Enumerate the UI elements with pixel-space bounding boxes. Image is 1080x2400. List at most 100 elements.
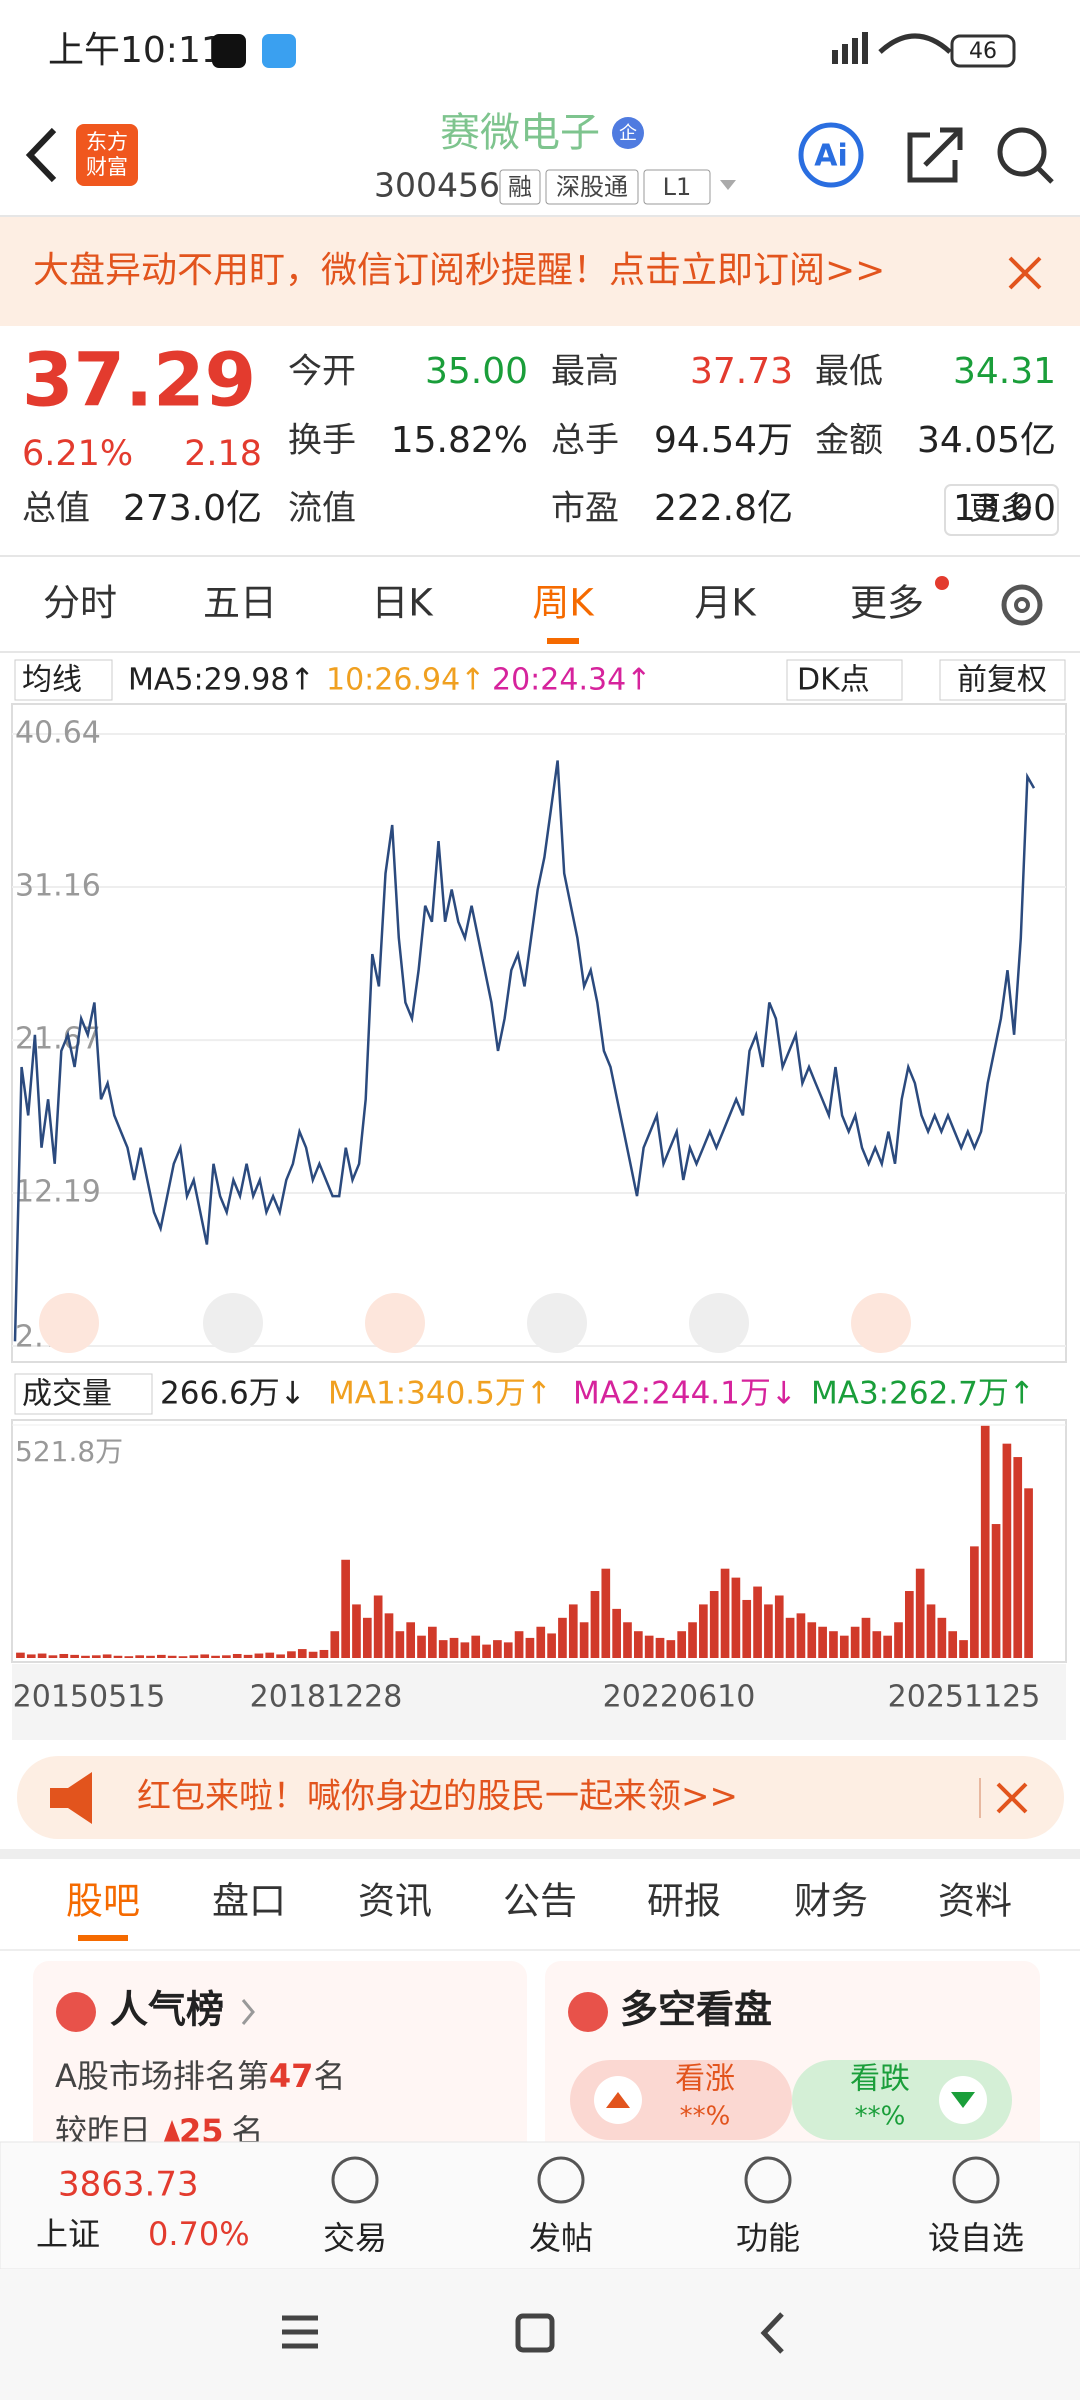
bull-value: **% (680, 2102, 731, 2132)
field-value: 34.31 (953, 351, 1056, 392)
close-button[interactable] (1008, 256, 1042, 290)
price: 37.29 (22, 338, 256, 424)
volume-bar (601, 1568, 611, 1658)
nav-icon (537, 2156, 585, 2204)
signal-icon (832, 32, 868, 64)
field-value: 94.54万 (654, 420, 793, 461)
nav-label[interactable]: 交易 (323, 2219, 387, 2257)
chart-control[interactable] (689, 1293, 749, 1353)
field-value: 35.00 (425, 351, 528, 392)
section-tab[interactable]: 股吧 (66, 1880, 140, 1923)
field-label: 总值 (22, 489, 90, 529)
change-pct: 6.21% (22, 434, 133, 474)
field-value: 222.8亿 (654, 488, 793, 529)
period-tab[interactable]: 日K (371, 582, 434, 625)
volume-bar (471, 1635, 481, 1658)
dk-text: DK点 (797, 663, 870, 698)
share-button[interactable] (907, 127, 963, 183)
logo-text: 财富 (86, 155, 128, 179)
period-tab[interactable]: 五日 (203, 582, 277, 625)
section-tab[interactable]: 资讯 (358, 1880, 432, 1923)
rank-suffix: 名 (313, 2057, 345, 2095)
section-tab[interactable]: 研报 (647, 1880, 721, 1923)
volume-bar (81, 1655, 90, 1658)
nav-icon (744, 2156, 792, 2204)
home-button[interactable] (515, 2313, 555, 2353)
ma-selector[interactable] (14, 659, 113, 701)
y-tick-label: 12.19 (15, 1175, 101, 1210)
close-button[interactable] (996, 1782, 1028, 1814)
volume-bar (59, 1653, 69, 1658)
volume-bar (525, 1637, 535, 1658)
volume-bar (948, 1631, 958, 1658)
period-tab[interactable]: 更多 (850, 582, 924, 625)
section-tab[interactable]: 盘口 (212, 1880, 286, 1923)
volume-bar (135, 1655, 145, 1658)
nav-label[interactable]: 发帖 (529, 2219, 593, 2257)
volume-bar (124, 1656, 134, 1658)
field-label: 总手 (551, 421, 619, 461)
back-button[interactable] (25, 127, 57, 183)
chart-control[interactable] (203, 1293, 263, 1353)
bull-arrow (606, 2092, 630, 2108)
section-tab[interactable]: 资料 (938, 1880, 1012, 1923)
battery-level: 46 (969, 39, 997, 64)
search-button[interactable] (997, 127, 1047, 177)
megaphone-icon (50, 1772, 92, 1824)
dk-button[interactable] (786, 659, 903, 701)
volume-bar (839, 1635, 849, 1658)
menu-button[interactable] (282, 2315, 318, 2349)
nav-label[interactable]: 设自选 (928, 2219, 1024, 2257)
volume-selector[interactable] (14, 1373, 153, 1415)
volume-bar (352, 1604, 361, 1658)
field-label: 今开 (288, 352, 356, 392)
system-nav (0, 2269, 1080, 2400)
section-tab[interactable]: 公告 (503, 1880, 577, 1923)
dropdown-arrow (720, 180, 736, 190)
banner[interactable] (0, 217, 1080, 326)
volume-bar (904, 1591, 914, 1658)
back-nav-button[interactable] (760, 2312, 784, 2354)
volume-bar (623, 1622, 632, 1658)
volume-bar (428, 1626, 437, 1658)
field-value: 273.0亿 (123, 488, 262, 529)
volume-bar (276, 1654, 285, 1658)
section-tab[interactable]: 财务 (794, 1880, 868, 1923)
chart-control[interactable] (365, 1293, 425, 1353)
popularity-card[interactable] (33, 1961, 527, 2161)
rank-prefix: A股市场排名第 (55, 2057, 269, 2095)
promo-banner[interactable] (17, 1756, 1064, 1839)
more-button[interactable] (944, 484, 1059, 536)
rank-value: 47 (269, 2057, 314, 2095)
chart-control[interactable] (527, 1293, 587, 1353)
y-tick-label: 521.8万 (15, 1435, 123, 1468)
bear-label: 看跌 (850, 2062, 910, 2097)
chart-control[interactable] (851, 1293, 911, 1353)
tag (545, 169, 639, 205)
volume-bar (829, 1631, 838, 1658)
settings-button[interactable] (1001, 584, 1043, 626)
nav-label[interactable]: 功能 (736, 2219, 800, 2257)
adjust-button[interactable] (939, 659, 1066, 701)
period-tab[interactable]: 分时 (43, 582, 117, 625)
volume-bar (113, 1655, 123, 1658)
volume-ma-value: MA3:262.7万↑ (811, 1376, 1035, 1412)
nav-icon (331, 2156, 379, 2204)
chart-control[interactable] (39, 1293, 99, 1353)
ai-button[interactable] (798, 122, 864, 188)
index-value[interactable]: 3863.73 (58, 2165, 199, 2205)
nav-icon (952, 2156, 1000, 2204)
red-dot (935, 576, 949, 590)
volume-bar (753, 1586, 762, 1658)
period-tab[interactable]: 周K (532, 582, 595, 625)
volume-bar (764, 1604, 773, 1658)
volume-bar (319, 1649, 329, 1658)
volume-bar (308, 1651, 318, 1658)
bottom-bar (0, 2141, 1080, 2270)
volume-bar (406, 1622, 416, 1658)
period-tab[interactable]: 月K (694, 582, 757, 625)
sentiment-title: 多空看盘 (620, 1988, 772, 2032)
ma-value: 10:26.94↑ (326, 663, 485, 698)
volume-bar (341, 1559, 350, 1658)
